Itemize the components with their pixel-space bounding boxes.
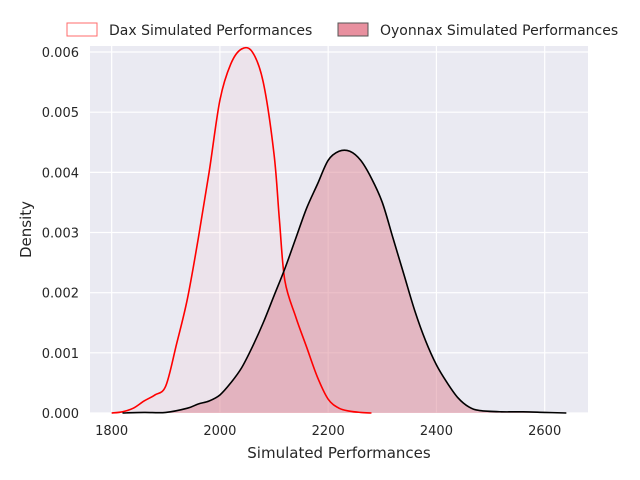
series-area-dax xyxy=(111,47,372,413)
series-line-oyonnax xyxy=(122,149,567,414)
x-tick-label: 1800 xyxy=(95,424,128,439)
series-area-oyonnax xyxy=(122,150,567,413)
tick-labels: 1800 2000 2200 2400 2600 0.000 0.001 0.002 0.003… xyxy=(42,46,561,439)
x-tick-label: 2000 xyxy=(203,424,236,439)
y-tick-label: 0.002 xyxy=(42,287,79,302)
y-tick-label: 0.006 xyxy=(42,46,79,61)
y-tick-label: 0.005 xyxy=(42,106,79,121)
x-tick-label: 2200 xyxy=(312,424,345,439)
series-layer xyxy=(111,46,567,414)
x-tick-label: 2600 xyxy=(528,424,561,439)
y-tick-label: 0.001 xyxy=(42,347,79,362)
y-axis-title: Density xyxy=(17,201,35,258)
y-tick-label: 0.003 xyxy=(42,227,79,242)
legend-label-dax: Dax Simulated Performances xyxy=(109,23,312,39)
legend-swatch-dax xyxy=(66,22,98,37)
legend-label-oyonnax: Oyonnax Simulated Performances xyxy=(380,23,618,39)
y-tick-label: 0.000 xyxy=(42,407,79,422)
x-axis-title: Simulated Performances xyxy=(247,444,431,462)
legend: Dax Simulated Performances Oyonnax Simul… xyxy=(66,22,618,39)
y-tick-label: 0.004 xyxy=(42,166,79,181)
legend-swatch-oyonnax xyxy=(337,22,369,37)
x-tick-label: 2400 xyxy=(420,424,453,439)
series-line-dax xyxy=(111,46,372,414)
